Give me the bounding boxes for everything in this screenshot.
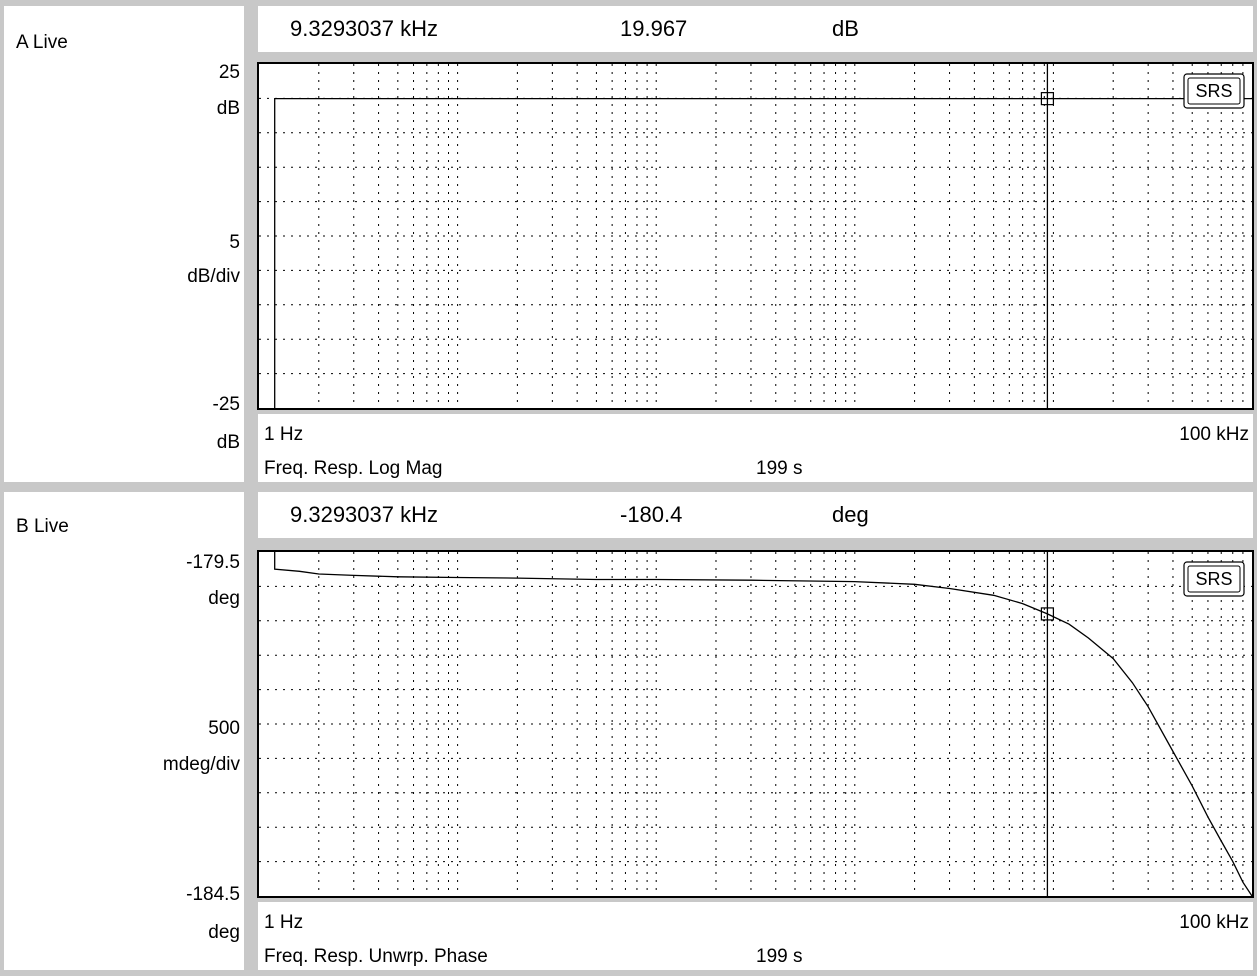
y-top-label: -179.5: [186, 552, 240, 573]
footer: 1 Hz 100 kHz Freq. Resp. Log Mag 199 s: [258, 414, 1253, 482]
cursor-marker: [1040, 607, 1055, 621]
y-scale-unit: dB/div: [187, 266, 240, 287]
srs-badge-text: SRS: [1195, 569, 1232, 589]
y-top-label: 25: [218, 62, 240, 83]
magnitude-plot: SRS: [257, 62, 1254, 410]
data-trace: [274, 552, 1253, 897]
data-trace: [274, 97, 1252, 408]
y-bottom-unit: dB: [216, 432, 240, 453]
cursor-frequency: 9.3293037 kHz: [290, 16, 438, 41]
srs-badge-inner: [1187, 77, 1241, 105]
readout-header: 9.3293037 kHz -180.4 deg: [258, 492, 1253, 538]
y-top-unit: deg: [208, 588, 240, 609]
panel-label: B Live: [16, 516, 69, 537]
cursor-frequency: 9.3293037 kHz: [290, 502, 438, 527]
time-label: 199 s: [756, 458, 803, 479]
y-scale-label: 5: [229, 232, 240, 253]
axis-label-column: B Live -179.5 deg 500 mdeg/div -184.5 de…: [4, 492, 244, 970]
readout-header: 9.3293037 kHz 19.967 dB: [258, 6, 1253, 52]
y-scale-unit: mdeg/div: [162, 754, 240, 775]
srs-badge: SRS: [1183, 561, 1245, 597]
y-bottom-label: -25: [212, 394, 240, 415]
y-top-unit: dB: [216, 98, 240, 119]
y-scale-label: 500: [208, 718, 240, 739]
plot-area[interactable]: SRS: [257, 550, 1254, 898]
y-bottom-unit: deg: [208, 922, 240, 943]
measurement-label: Freq. Resp. Unwrp. Phase: [264, 946, 488, 967]
x-start-label: 1 Hz: [264, 424, 304, 445]
axis-label-column: A Live 25 dB 5 dB/div -25 dB: [4, 6, 244, 482]
cursor-marker: [1040, 92, 1055, 106]
x-end-label: 100 kHz: [1179, 912, 1249, 933]
cursor-value: -180.4: [620, 502, 683, 527]
srs-badge-inner: [1187, 565, 1241, 593]
phase-plot: SRS: [257, 550, 1254, 898]
panel-a: A Live 25 dB 5 dB/div -25 dB 9.3293037 k…: [4, 6, 1254, 482]
measurement-label: Freq. Resp. Log Mag: [264, 458, 443, 479]
cursor-value: 19.967: [620, 16, 688, 41]
plot-area[interactable]: SRS: [257, 62, 1254, 410]
cursor-unit: deg: [832, 502, 869, 527]
x-end-label: 100 kHz: [1179, 424, 1249, 445]
srs-badge-outer: [1183, 73, 1245, 109]
srs-badge: SRS: [1183, 73, 1245, 109]
y-bottom-label: -184.5: [186, 884, 240, 905]
panel-b: B Live -179.5 deg 500 mdeg/div -184.5 de…: [0, 488, 1257, 976]
x-start-label: 1 Hz: [264, 912, 304, 933]
time-label: 199 s: [756, 946, 803, 967]
cursor-unit: dB: [832, 16, 859, 41]
footer: 1 Hz 100 kHz Freq. Resp. Unwrp. Phase 19…: [258, 902, 1253, 970]
srs-badge-outer: [1183, 561, 1245, 597]
panel-label: A Live: [16, 32, 68, 53]
srs-badge-text: SRS: [1195, 81, 1232, 101]
